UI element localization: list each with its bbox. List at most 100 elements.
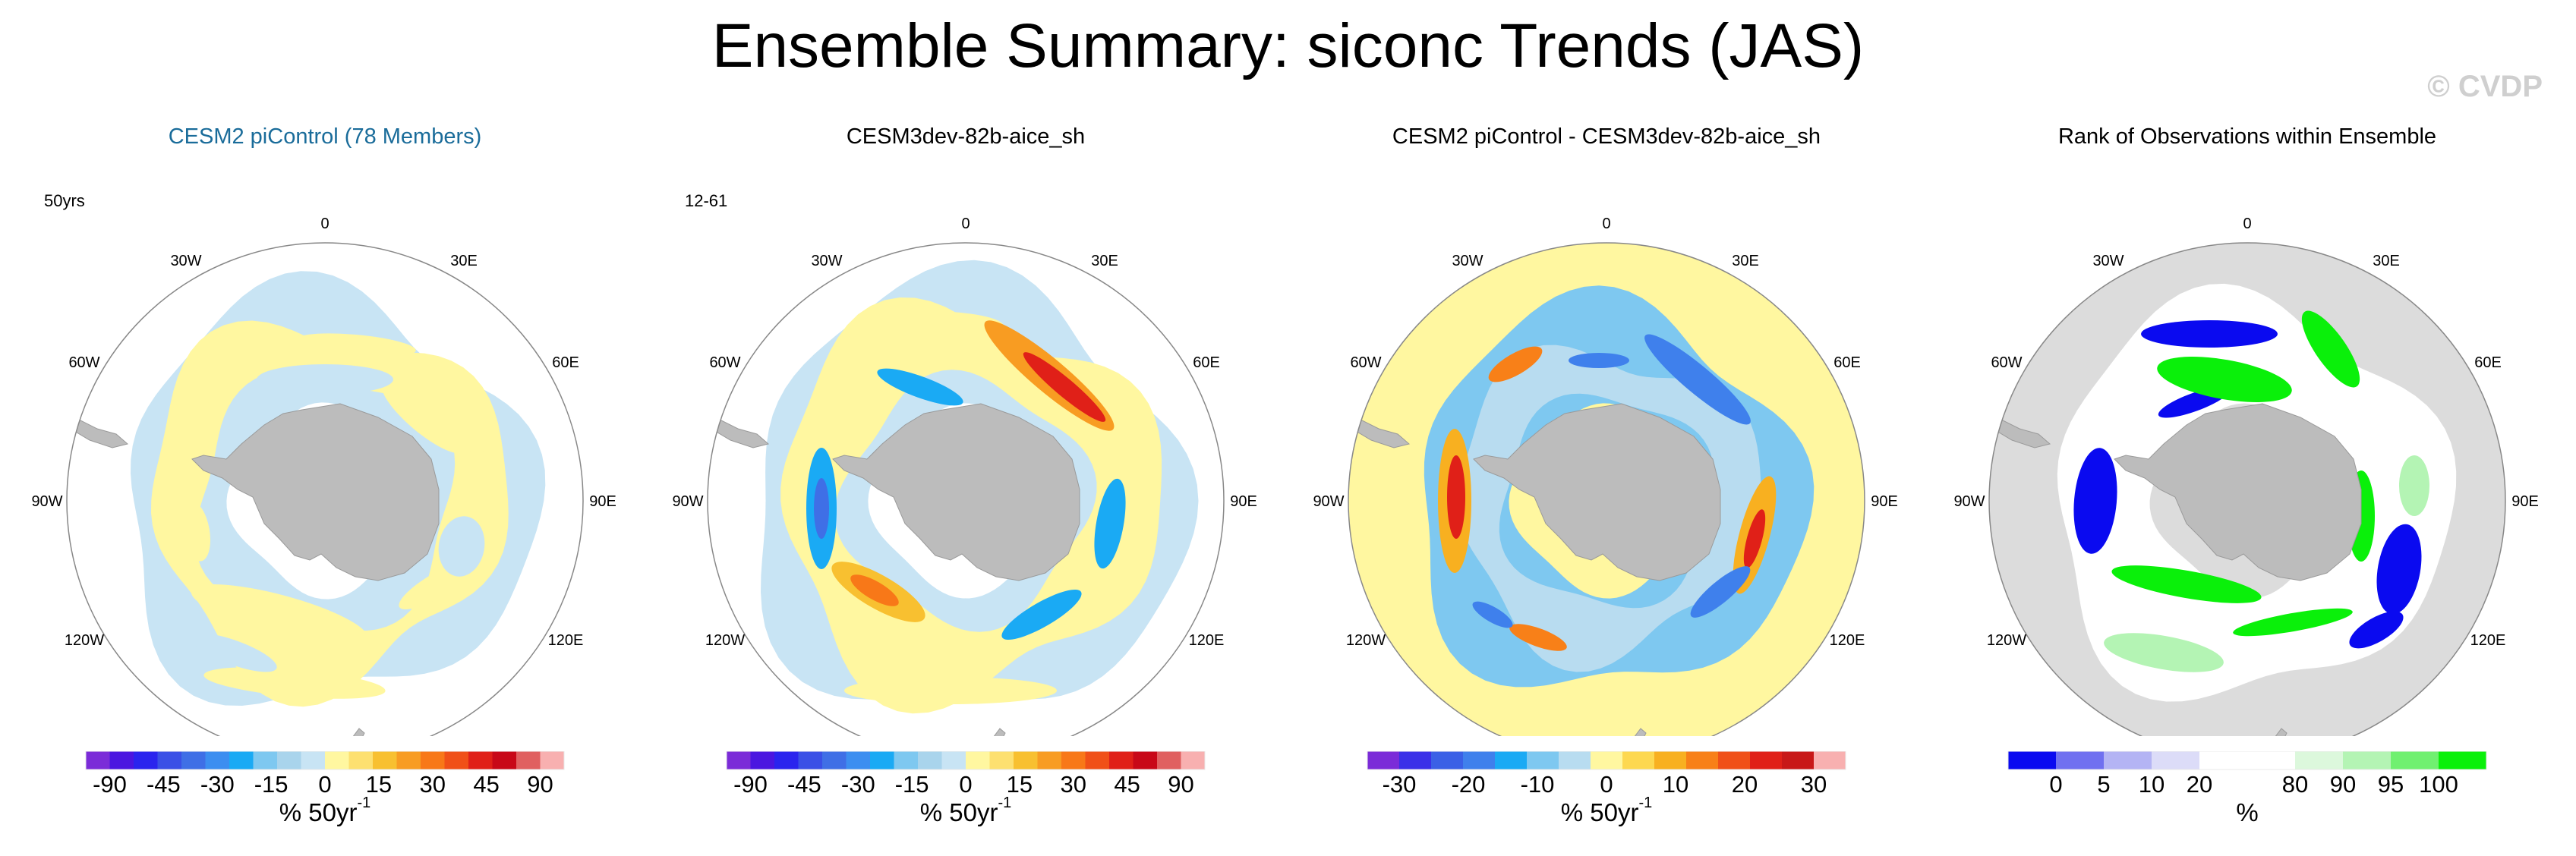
difference-blob-positive (1743, 509, 1766, 568)
longitude-label: 150E (2369, 734, 2404, 736)
colorbar-swatch (2199, 751, 2248, 769)
new-zealand-landmass (1621, 728, 1647, 736)
colorbar-swatch (1686, 751, 1719, 769)
colorbar-swatch (205, 751, 230, 769)
colorbar-swatch (1085, 751, 1110, 769)
longitude-label: 90W (1313, 493, 1344, 510)
corner-label: 12-61 (685, 191, 728, 210)
colorbar-swatch (516, 751, 541, 769)
longitude-label: 0 (961, 216, 970, 232)
longitude-label: 30E (2373, 253, 2400, 269)
colorbar-swatch (2391, 751, 2439, 769)
trend-blob (844, 677, 1057, 704)
colorbar-swatch (1037, 751, 1062, 769)
difference-blob-positive (1509, 624, 1567, 651)
page-title: Ensemble Summary: siconc Trends (JAS) (711, 11, 1865, 80)
polar-map: 030E60E90E120E150E180150W120W90W60W30W (1953, 216, 2539, 736)
colorbar-tick-label: 20 (2187, 771, 2212, 797)
south-america-landmass (1348, 408, 1411, 448)
trend-blob (203, 667, 386, 699)
colorbar-tick-label: 15 (1007, 771, 1033, 797)
polar-map: 030E60E90E120E150E180150W120W90W60W30W (1313, 216, 1898, 736)
colorbar-tick-label: 5 (2097, 771, 2110, 797)
colorbar-tick-label: 30 (1801, 771, 1827, 797)
colorbar-swatch (1399, 751, 1432, 769)
colorbar-tick-label: 10 (2139, 771, 2165, 797)
colorbar-swatch (894, 751, 919, 769)
trend-blob (1083, 432, 1152, 479)
longitude-label: 60W (1991, 354, 2022, 371)
longitude-label: 30W (811, 253, 842, 269)
colorbar-swatch (109, 751, 134, 769)
panel-difference: CESM2 piControl - CESM3dev-82b-aice_sh 0… (1303, 114, 1910, 842)
colorbar-swatch (421, 751, 445, 769)
panel-title: Rank of Observations within Ensemble (2057, 124, 2437, 149)
colorbar-tick-label: 95 (2378, 771, 2404, 797)
antarctica-landmass (2114, 403, 2362, 581)
longitude-label: 150W (2089, 734, 2128, 736)
colorbar-swatch (1559, 751, 1591, 769)
panel-cesm2-picontrol: CESM2 piControl (78 Members) 50yrs 0 30E 6… (21, 114, 629, 842)
colorbar-swatch (301, 751, 326, 769)
colorbar-tick-label: 45 (473, 771, 499, 797)
antarctica-landmass (1473, 403, 1721, 581)
longitude-label: 150W (166, 734, 206, 736)
longitude-label: 30E (1732, 253, 1759, 269)
colorbar-tick-label: 20 (1732, 771, 1758, 797)
colorbar-tick-label: 90 (1168, 771, 1193, 797)
colorbar: 0 5 10 20 80 90 95 100 (2007, 751, 2487, 797)
trend-blob (257, 364, 393, 395)
longitude-label: 60W (1350, 354, 1381, 371)
south-america-landmass (1989, 408, 2051, 448)
trend-blob (295, 333, 416, 357)
rank-blob-high (2301, 310, 2360, 388)
tasmania-landmass (1769, 705, 1786, 723)
panel-title: CESM3dev-82b-aice_sh (846, 124, 1086, 149)
longitude-label: 120W (705, 632, 745, 649)
difference-blob-positive (1488, 346, 1543, 382)
colorbar-swatch (918, 751, 942, 769)
tasmania-landmass (487, 705, 504, 723)
rank-blob-low (2349, 611, 2404, 649)
colorbar-swatch (1654, 751, 1687, 769)
trend-blob-positive (850, 574, 899, 606)
longitude-label: 30W (1452, 253, 1483, 269)
longitude-label: 120W (65, 632, 104, 649)
new-zealand-landmass (980, 728, 1006, 736)
longitude-label: 60E (1193, 354, 1220, 371)
antarctica-landmass (832, 403, 1080, 581)
colorbar-swatch (181, 751, 206, 769)
colorbar-swatch (1622, 751, 1655, 769)
longitude-label: 90W (31, 493, 62, 510)
colorbar-frame (85, 751, 565, 770)
colorbar-swatch (1750, 751, 1783, 769)
difference-blob-negative (1644, 334, 1751, 425)
colorbar-swatch (325, 751, 349, 769)
longitude-label: 90W (672, 493, 703, 510)
colorbar-tick-label: -90 (93, 771, 127, 797)
colorbar-swatch (1061, 751, 1086, 769)
colorbar-tick-label: 30 (1061, 771, 1086, 797)
colorbar-swatch (1157, 751, 1181, 769)
longitude-label: 120E (1189, 632, 1225, 649)
longitude-label: 30W (2092, 253, 2124, 269)
colorbar-swatch (1814, 751, 1846, 769)
colorbar-tick-label: 80 (2282, 771, 2308, 797)
colorbar-tick-label: 0 (318, 771, 331, 797)
colorbar-swatch (86, 751, 110, 769)
trend-blob-positive (1023, 352, 1106, 422)
colorbar-swatch (1463, 751, 1496, 769)
longitude-label: 120E (2470, 632, 2506, 649)
colorbar-swatch (2008, 751, 2057, 769)
longitude-label: 0 (1602, 216, 1610, 232)
south-america-landmass (67, 408, 129, 448)
colorbar-swatch (2056, 751, 2105, 769)
colorbar-tick-label: 90 (2330, 771, 2356, 797)
longitude-label: 90E (1230, 493, 1257, 510)
difference-blob-negative (1569, 353, 1629, 368)
south-america-landmass (708, 408, 770, 448)
colorbar-swatch (1495, 751, 1528, 769)
difference-band (1458, 345, 1762, 672)
colorbar-swatch (1367, 751, 1400, 769)
colorbar-swatch (492, 751, 517, 769)
